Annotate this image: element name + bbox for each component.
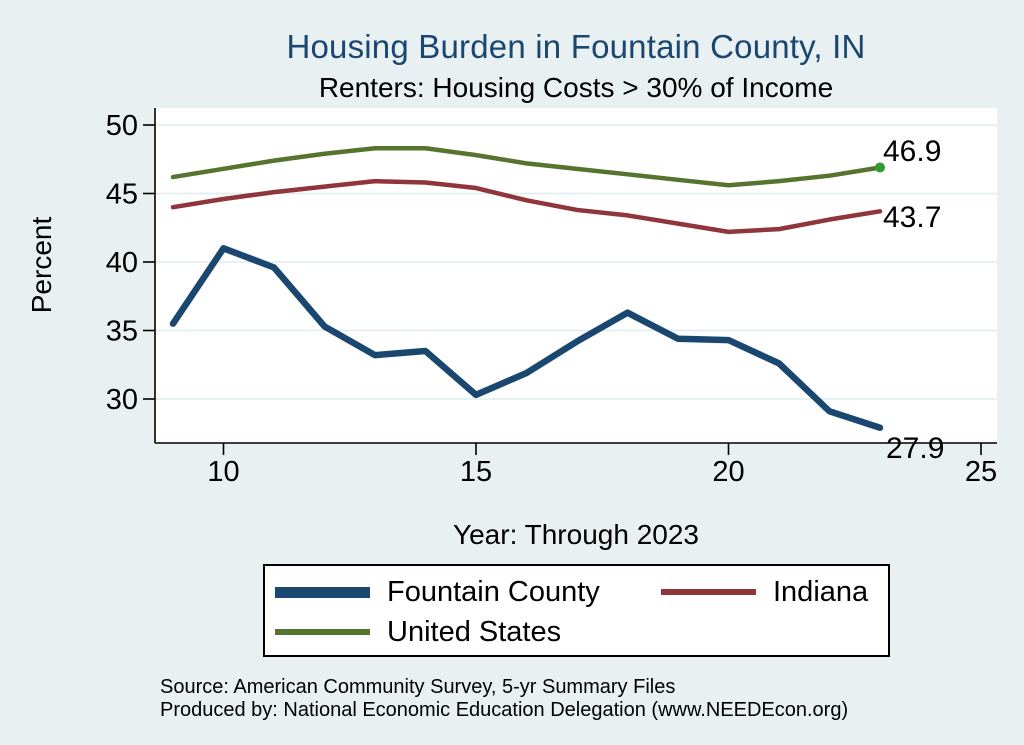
legend-swatch-fountain-county bbox=[275, 586, 370, 598]
footer-notes: Source: American Community Survey, 5-yr … bbox=[160, 676, 848, 722]
legend-box bbox=[263, 564, 890, 657]
legend-label-fountain-county: Fountain County bbox=[387, 575, 600, 608]
plot-background bbox=[155, 108, 997, 443]
x-tick-label: 15 bbox=[460, 456, 492, 488]
series-line-fountain-county bbox=[169, 245, 884, 432]
y-tick-label: 40 bbox=[106, 247, 138, 279]
end-label-fountain-county: 27.9 bbox=[886, 432, 945, 465]
end-label-indiana: 43.7 bbox=[883, 201, 942, 234]
legend-swatch-indiana bbox=[661, 589, 756, 595]
legend-label-indiana: Indiana bbox=[773, 575, 869, 608]
series-line-indiana bbox=[170, 178, 883, 235]
legend-item-indiana: Indiana bbox=[661, 576, 868, 608]
footer-produced-by: Produced by: National Economic Education… bbox=[160, 699, 849, 721]
end-marker-dot bbox=[875, 162, 885, 173]
chart-title: Housing Burden in Fountain County, IN bbox=[286, 28, 866, 65]
y-tick-label: 30 bbox=[106, 384, 138, 416]
end-label-united-states: 46.9 bbox=[883, 135, 942, 168]
x-axis-label: Year: Through 2023 bbox=[453, 519, 699, 550]
y-tick-label: 50 bbox=[106, 110, 138, 142]
x-tick-label: 10 bbox=[207, 456, 239, 488]
y-tick-label: 35 bbox=[106, 316, 138, 348]
legend-swatch-united-states bbox=[275, 629, 370, 635]
legend-item-united-states: United States bbox=[275, 616, 561, 648]
series-line-united-states bbox=[170, 146, 883, 188]
chart-subtitle: Renters: Housing Costs > 30% of Income bbox=[318, 72, 834, 103]
footer-source: Source: American Community Survey, 5-yr … bbox=[160, 676, 676, 698]
legend-item-fountain-county: Fountain County bbox=[275, 576, 600, 608]
x-tick-label: 20 bbox=[712, 456, 744, 488]
y-tick-label: 45 bbox=[106, 179, 138, 211]
x-tick-label: 25 bbox=[965, 456, 997, 488]
legend-label-united-states: United States bbox=[387, 615, 562, 648]
